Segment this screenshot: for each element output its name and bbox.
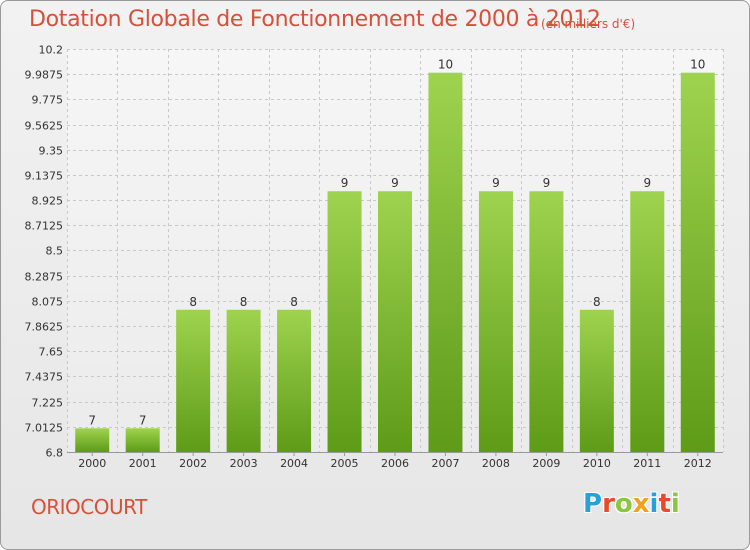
y-tick-label: 9.9875 <box>25 69 64 82</box>
x-tick-label: 2012 <box>684 457 712 470</box>
logo-letter: o <box>614 489 633 519</box>
bar-2003 <box>226 309 261 452</box>
y-tick-label: 9.775 <box>32 94 64 107</box>
y-tick-label: 9.5625 <box>25 120 64 133</box>
bar-2000 <box>75 428 110 452</box>
bar-2006 <box>378 191 412 452</box>
logo-letter: P <box>583 489 603 519</box>
logo-letter: i <box>649 489 659 519</box>
y-axis-ticks: 6.8 7.0125 7.225 7.4375 7.65 7.8625 8.075 8.287… <box>25 44 64 460</box>
value-label-2006: 9 <box>391 176 399 190</box>
y-tick-label: 7.8625 <box>25 321 64 334</box>
value-label-2002: 8 <box>189 295 197 309</box>
y-tick-label: 8.5 <box>46 245 64 258</box>
bar-2004 <box>277 309 312 452</box>
value-labels: 7 7 8 8 8 9 9 10 9 9 8 9 10 <box>88 58 705 428</box>
bar-2011 <box>630 191 665 452</box>
y-tick-label: 7.4375 <box>25 371 64 384</box>
value-label-2004: 8 <box>290 295 298 309</box>
value-label-2010: 8 <box>593 295 601 309</box>
y-tick-label: 6.8 <box>46 447 64 460</box>
bar-2001 <box>125 428 160 452</box>
logo-letter: x <box>632 489 650 519</box>
x-tick-label: 2005 <box>331 457 359 470</box>
commune-name: ORIOCOURT <box>31 495 147 519</box>
y-tick-label: 9.35 <box>39 145 64 158</box>
logo-letter: i <box>670 489 680 519</box>
value-label-2008: 9 <box>492 176 500 190</box>
bar-2008 <box>478 191 513 452</box>
chart-unit: (en milliers d'€) <box>541 17 636 31</box>
y-tick-label: 8.2875 <box>25 271 64 284</box>
y-tick-label: 7.225 <box>32 397 64 410</box>
y-tick-label: 7.65 <box>39 346 64 359</box>
chart-title: Dotation Globale de Fonctionnement de 20… <box>29 7 601 32</box>
y-tick-label: 10.2 <box>39 44 64 57</box>
logo-letter: r <box>602 489 615 519</box>
x-tick-label: 2007 <box>431 457 459 470</box>
x-tick-label: 2011 <box>633 457 661 470</box>
bars <box>75 72 715 453</box>
bar-2009 <box>529 191 564 452</box>
x-tick-label: 2006 <box>381 457 409 470</box>
x-tick-label: 2002 <box>179 457 207 470</box>
value-label-2005: 9 <box>341 176 349 190</box>
x-tick-label: 2003 <box>230 457 258 470</box>
x-tick-label: 2008 <box>482 457 510 470</box>
value-label-2000: 7 <box>88 413 96 427</box>
bar-2007 <box>428 72 463 453</box>
y-tick-label: 8.925 <box>32 195 64 208</box>
x-tick-label: 2010 <box>583 457 611 470</box>
y-tick-label: 8.7125 <box>25 220 64 233</box>
value-label-2009: 9 <box>543 176 551 190</box>
x-tick-label: 2009 <box>532 457 560 470</box>
x-tick-label: 2001 <box>129 457 157 470</box>
x-tick-label: 2000 <box>78 457 106 470</box>
y-tick-label: 8.075 <box>32 296 64 309</box>
y-tick-label: 9.1375 <box>25 170 64 183</box>
x-tick-label: 2004 <box>280 457 308 470</box>
value-label-2001: 7 <box>139 413 147 427</box>
bar-2010 <box>579 309 614 452</box>
y-tick-label: 7.0125 <box>25 422 64 435</box>
bar-2002 <box>176 309 211 452</box>
x-axis-ticks: 2000 2001 2002 2003 2004 2005 2006 2007 2008 2009… <box>78 452 712 470</box>
logo-letter: t <box>658 489 671 519</box>
bar-2005 <box>327 191 362 452</box>
value-label-2003: 8 <box>240 295 248 309</box>
value-label-2011: 9 <box>643 176 651 190</box>
value-label-2012: 10 <box>690 58 705 72</box>
bar-2012 <box>680 72 715 453</box>
proxiti-logo: Proxiti <box>583 489 680 519</box>
value-label-2007: 10 <box>438 58 453 72</box>
